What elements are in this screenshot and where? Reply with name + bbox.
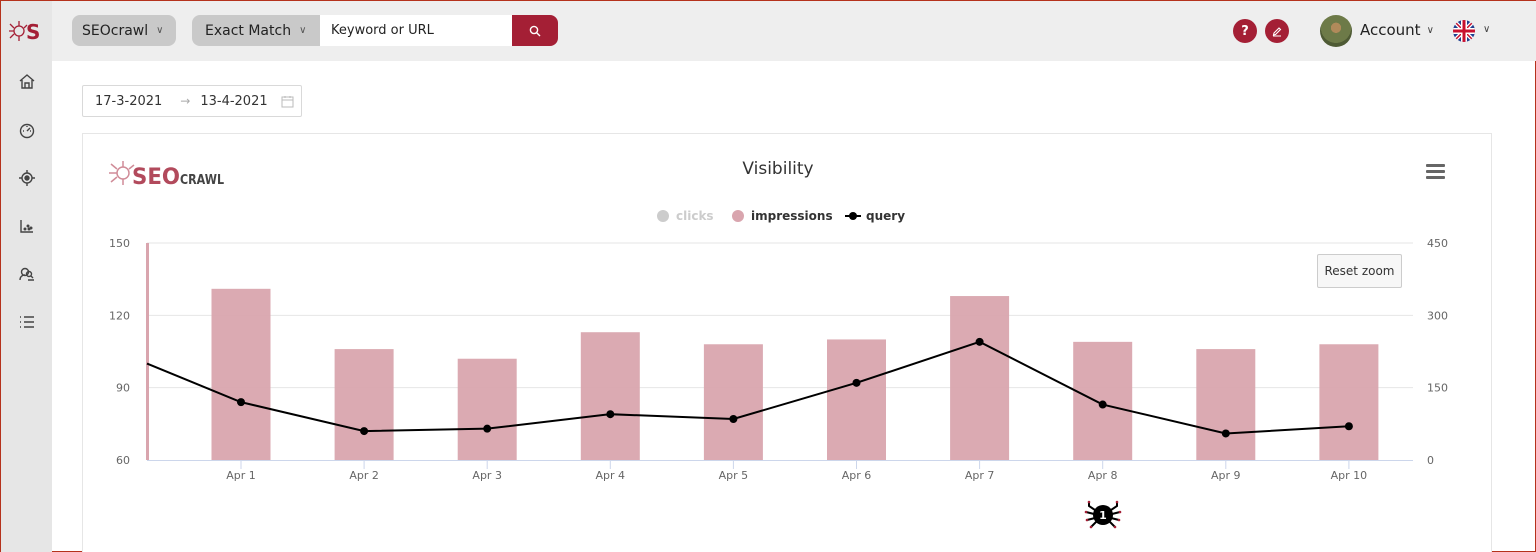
query-point (606, 410, 615, 419)
target-icon[interactable] (17, 168, 37, 188)
x-tick-label: Apr 6 (842, 469, 872, 482)
y-right-tick: 300 (1427, 309, 1448, 322)
y-left-tick: 90 (116, 382, 130, 395)
y-right-tick: 0 (1427, 454, 1434, 467)
y-left-tick: 60 (116, 454, 130, 467)
y-left-tick: 150 (109, 237, 130, 250)
date-range-picker[interactable]: 17-3-2021 → 13-4-2021 (82, 85, 302, 117)
seocrawl-logo-icon[interactable]: S (8, 18, 46, 44)
svg-text:CRAWL: CRAWL (180, 173, 224, 188)
project-select[interactable]: SEOcrawl ∨ (72, 15, 176, 46)
chart-card (82, 133, 1492, 552)
home-icon[interactable] (17, 72, 37, 92)
reset-zoom-button[interactable]: Reset zoom (1317, 254, 1402, 288)
query-line (146, 337, 1353, 438)
legend-item-impressions[interactable]: impressions (751, 209, 833, 223)
x-tick-label: Apr 9 (1211, 469, 1241, 482)
x-tick-label: Apr 8 (1088, 469, 1118, 482)
x-tick-label: Apr 3 (472, 469, 502, 482)
avatar[interactable] (1320, 15, 1352, 47)
legend-item-clicks[interactable]: clicks (676, 209, 714, 223)
end-date[interactable]: 13-4-2021 (200, 93, 268, 109)
query-point (1221, 429, 1230, 438)
edit-button[interactable] (1265, 19, 1289, 43)
uk-flag-icon[interactable] (1453, 20, 1475, 42)
users-search-icon[interactable] (17, 264, 37, 284)
x-tick-label: Apr 10 (1331, 469, 1368, 482)
list-icon[interactable] (17, 312, 37, 332)
calendar-icon (281, 95, 294, 107)
query-point (1098, 400, 1107, 409)
query-point (360, 427, 369, 436)
impressions-bars (146, 243, 1379, 460)
account-label: Account (1360, 21, 1421, 39)
dashboard-icon[interactable] (17, 120, 37, 140)
x-tick-label: Apr 2 (349, 469, 379, 482)
impressions-bar (580, 332, 640, 460)
y-left-tick: 120 (109, 309, 130, 322)
query-point (852, 378, 861, 387)
search-icon (529, 25, 541, 36)
legend-item-query[interactable]: query (866, 209, 905, 223)
chevron-down-icon: ∨ (1426, 24, 1434, 36)
impressions-bar (457, 358, 517, 460)
impressions-bar (1196, 349, 1256, 460)
x-tick-label: Apr 5 (719, 469, 749, 482)
query-point (729, 415, 738, 424)
match-type-label: Exact Match (205, 22, 292, 39)
svg-text:SEO: SEO (132, 165, 180, 190)
language-chevron-icon[interactable]: ∨ (1483, 24, 1491, 35)
x-tick-label: Apr 4 (596, 469, 626, 482)
match-type-select[interactable]: Exact Match ∨ (192, 15, 320, 46)
y-right-tick: 450 (1427, 237, 1448, 250)
start-date[interactable]: 17-3-2021 (95, 93, 163, 109)
impressions-bar (827, 339, 886, 460)
account-menu[interactable]: Account ∨ (1360, 21, 1434, 39)
help-icon: ? (1241, 23, 1249, 39)
chart-axes: 60 90 120 150 0 150 300 450 Apr 1 Apr 2 Apr 3 Apr 4… (109, 237, 1448, 482)
chart-legend: clicks impressions query (657, 209, 905, 223)
arrow-right-icon: → (180, 94, 191, 108)
query-point (975, 337, 984, 346)
y-right-tick: 150 (1427, 382, 1448, 395)
scatter-chart-icon[interactable] (17, 216, 37, 236)
impressions-bar (1319, 344, 1379, 460)
chevron-down-icon: ∨ (299, 25, 307, 36)
chart-title: Visibility (742, 159, 813, 179)
project-select-label: SEOcrawl (82, 22, 149, 39)
chart-menu-button[interactable] (1426, 164, 1445, 180)
x-tick-label: Apr 7 (965, 469, 995, 482)
sidebar: S (1, 1, 52, 552)
hamburger-icon (1426, 164, 1445, 167)
query-point (483, 424, 492, 433)
chevron-down-icon: ∨ (156, 25, 164, 36)
query-point (237, 398, 245, 407)
seocrawl-watermark-logo: SEO CRAWL (109, 161, 224, 190)
search-group: Exact Match ∨ (192, 15, 558, 46)
search-input[interactable] (320, 15, 512, 46)
search-button[interactable] (512, 15, 558, 46)
impressions-bar (950, 296, 1010, 460)
help-button[interactable]: ? (1233, 19, 1257, 43)
query-point (1344, 422, 1353, 431)
impressions-bar (211, 288, 271, 460)
pencil-icon (1272, 27, 1282, 37)
spider-annotation-icon[interactable]: 1 (1084, 500, 1122, 529)
svg-text:1: 1 (1099, 509, 1107, 522)
impressions-bar (334, 349, 394, 460)
x-tick-label: Apr 1 (226, 469, 256, 482)
impressions-bar (703, 344, 763, 460)
svg-text:S: S (26, 20, 40, 44)
